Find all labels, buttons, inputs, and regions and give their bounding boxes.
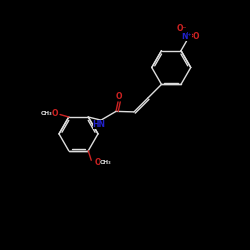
Text: O: O bbox=[51, 109, 58, 118]
Text: O: O bbox=[94, 158, 101, 167]
Text: HN: HN bbox=[92, 120, 106, 129]
Text: CH₃: CH₃ bbox=[100, 160, 112, 165]
Text: N⁺: N⁺ bbox=[181, 32, 192, 40]
Text: O: O bbox=[193, 32, 199, 40]
Text: O⁻: O⁻ bbox=[177, 24, 187, 32]
Text: O: O bbox=[116, 92, 122, 102]
Text: CH₃: CH₃ bbox=[40, 111, 52, 116]
